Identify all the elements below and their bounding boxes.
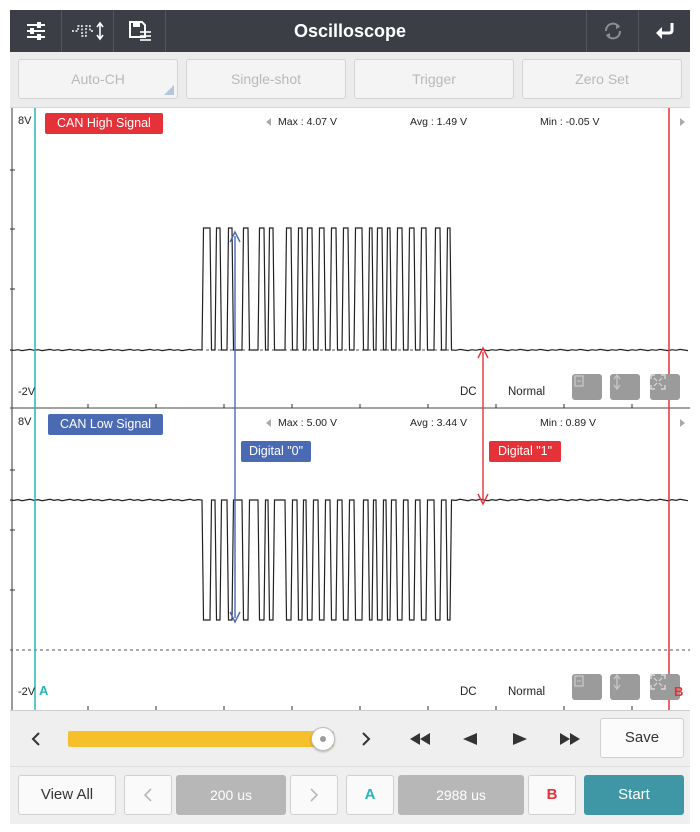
waveform-adjust-icon [71, 21, 104, 41]
fullscreen-icon [650, 374, 666, 390]
timebase-value: 200 us [176, 775, 286, 815]
auto-ch-label: Auto-CH [71, 71, 125, 87]
settings-sliders-icon [26, 22, 45, 40]
dropdown-corner-icon [164, 85, 174, 95]
cursor-delta-value: 2988 us [398, 775, 524, 815]
save-list-icon [128, 21, 151, 41]
ch1-avg: Avg : 1.49 V [410, 116, 468, 128]
cursor-b-marker[interactable]: B [674, 684, 684, 699]
step-back-button[interactable] [454, 711, 486, 767]
fast-forward-button[interactable] [554, 711, 586, 767]
ch2-ymax-label: 8V [18, 416, 32, 428]
probe-icon [574, 675, 584, 687]
ch1-coupling: DC [460, 386, 477, 398]
waveform-canvas [10, 108, 690, 710]
digital-0-label: Digital "0" [241, 441, 312, 462]
ch2-max: Max : 5.00 V [278, 417, 337, 429]
chevron-left-icon [31, 732, 40, 746]
waveform-adjust-button[interactable] [62, 10, 114, 52]
save-list-button[interactable] [114, 10, 166, 52]
trigger-button[interactable]: Trigger [354, 59, 514, 99]
bottom-bar: View All 200 us A 2988 us B Start [10, 766, 690, 824]
probe-icon [574, 375, 584, 387]
cursor-a-marker[interactable]: A [39, 683, 49, 698]
position-slider-track[interactable] [68, 731, 334, 747]
ch2-mode: Normal [508, 686, 546, 698]
cursor-b-button[interactable]: B [528, 775, 576, 815]
fullscreen-icon [650, 674, 666, 690]
digital-0-arrow [229, 230, 241, 624]
can-high-waveform [10, 227, 689, 352]
vertical-arrows-icon [613, 674, 621, 690]
fast-rewind-button[interactable] [404, 711, 436, 767]
ch1-vertical-scale-button[interactable] [610, 374, 640, 400]
y-axis-ticks [10, 169, 15, 591]
ch2-name-badge[interactable]: CAN Low Signal [48, 414, 164, 435]
ch1-mode: Normal [508, 386, 546, 398]
ch2-probe-button[interactable] [572, 674, 602, 700]
fast-rewind-icon [410, 733, 430, 745]
ch1-ymin-label: -2V [18, 386, 36, 398]
title-bar: Oscilloscope [10, 10, 690, 52]
fast-forward-icon [560, 733, 580, 745]
timebase-decrease-button[interactable] [124, 775, 172, 815]
scroll-left-button[interactable] [20, 711, 52, 767]
ch2-fullscreen-button[interactable] [650, 674, 680, 700]
refresh-button[interactable] [586, 10, 638, 52]
chevron-right-icon [362, 732, 371, 746]
ch1-ymax-label: 8V [18, 115, 32, 127]
return-icon [655, 23, 673, 39]
transport-bar: Save [10, 710, 690, 766]
settings-button[interactable] [10, 10, 62, 52]
auto-ch-button[interactable]: Auto-CH [18, 59, 178, 99]
vertical-arrows-icon [613, 374, 621, 390]
view-all-button[interactable]: View All [18, 775, 116, 815]
ch2-min: Min : 0.89 V [540, 417, 597, 429]
ch1-prev-arrow-icon[interactable] [266, 118, 271, 126]
ch1-max: Max : 4.07 V [278, 116, 337, 128]
ch2-ymin-label: -2V [18, 686, 36, 698]
x-axis-ticks [87, 404, 633, 710]
start-button[interactable]: Start [584, 775, 684, 815]
ch2-vertical-scale-button[interactable] [610, 674, 640, 700]
digital-1-label: Digital "1" [489, 441, 562, 462]
ch2-next-arrow-icon[interactable] [680, 419, 685, 427]
scope-display[interactable]: 8V -2V CAN High Signal Max : 4.07 V Avg … [10, 108, 690, 710]
step-back-icon [463, 733, 477, 745]
ch1-name-badge[interactable]: CAN High Signal [45, 113, 163, 134]
step-forward-button[interactable] [504, 711, 536, 767]
ch1-probe-button[interactable] [572, 374, 602, 400]
step-forward-icon [513, 733, 527, 745]
zero-set-button[interactable]: Zero Set [522, 59, 682, 99]
save-button[interactable]: Save [600, 718, 684, 758]
ch1-fullscreen-button[interactable] [650, 374, 680, 400]
ch1-next-arrow-icon[interactable] [680, 118, 685, 126]
refresh-icon [604, 22, 621, 40]
position-slider-knob[interactable] [311, 727, 336, 751]
ch2-coupling: DC [460, 686, 477, 698]
return-button[interactable] [638, 10, 690, 52]
scroll-right-button[interactable] [350, 711, 382, 767]
chevron-left-icon [143, 788, 152, 802]
top-button-row: Auto-CH Single-shot Trigger Zero Set [10, 52, 690, 108]
cursor-a-button[interactable]: A [346, 775, 394, 815]
ch1-min: Min : -0.05 V [540, 116, 600, 128]
digital-1-arrow [477, 346, 489, 506]
can-low-waveform [10, 498, 689, 621]
chevron-right-icon [310, 788, 319, 802]
ch2-avg: Avg : 3.44 V [410, 417, 468, 429]
ch2-prev-arrow-icon[interactable] [266, 419, 271, 427]
single-shot-button[interactable]: Single-shot [186, 59, 346, 99]
timebase-increase-button[interactable] [290, 775, 338, 815]
